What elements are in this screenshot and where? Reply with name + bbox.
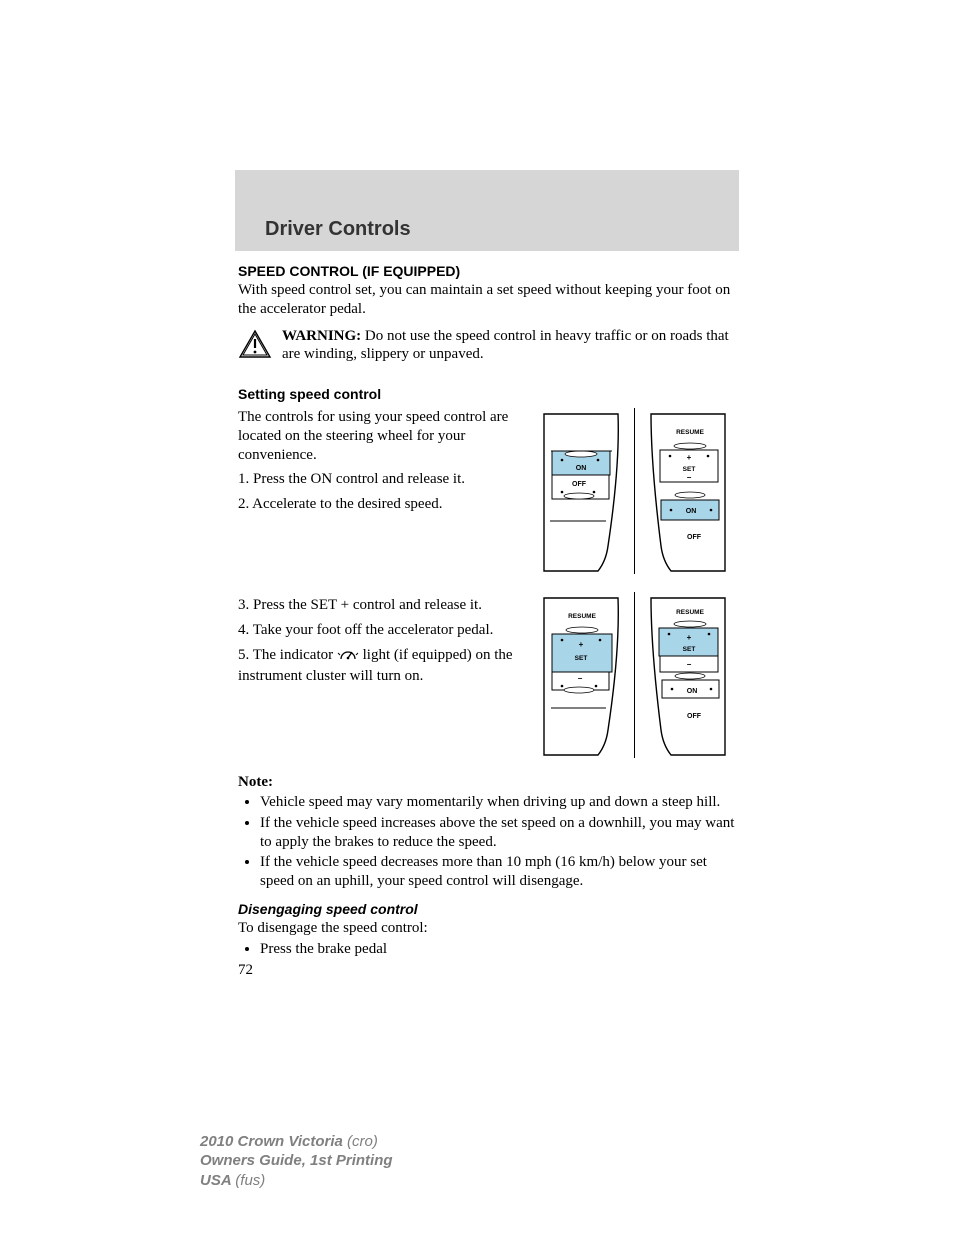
diagram-1: ON OFF RESUME + SET − [529,406,739,576]
step-5: 5. The indicator light (if equipped) on … [238,646,517,687]
notes-list: Vehicle speed may vary momentarily when … [238,793,739,891]
step-1: 1. Press the ON control and release it. [238,470,517,489]
cruise-indicator-icon [337,650,363,666]
disengage-item: Press the brake pedal [260,940,739,959]
warning-text: WARNING: Do not use the speed control in… [282,327,739,365]
svg-text:OFF: OFF [687,534,702,541]
warning-icon [238,329,272,364]
disengage-intro: To disengage the speed control: [238,919,739,938]
footer-guide: Owners Guide, 1st Printing [200,1152,393,1169]
header-band: Driver Controls [235,170,739,251]
row-steps-3-5: 3. Press the SET + control and release i… [238,590,739,760]
step-2: 2. Accelerate to the desired speed. [238,495,517,514]
diagram-2: RESUME + SET − RESUME [529,590,739,760]
svg-text:RESUME: RESUME [676,429,704,436]
note-item: Vehicle speed may vary momentarily when … [260,793,739,812]
subheading-setting: Setting speed control [238,386,739,402]
svg-text:−: − [577,674,582,683]
control-pad-right-1: RESUME + SET − ON OFF [641,406,733,576]
step-5-a: 5. The indicator [238,647,337,663]
svg-text:ON: ON [686,688,697,695]
page-title: Driver Controls [265,218,739,241]
svg-text:+: + [686,633,691,642]
svg-text:SET: SET [682,466,695,473]
svg-text:SET: SET [682,646,695,653]
svg-text:+: + [578,640,583,649]
svg-text:+: + [686,453,691,462]
note-item: If the vehicle speed increases above the… [260,814,739,852]
svg-text:RESUME: RESUME [568,613,596,620]
svg-text:OFF: OFF [572,481,587,488]
footer: 2010 Crown Victoria (cro) Owners Guide, … [200,1132,393,1191]
svg-text:OFF: OFF [687,713,702,720]
svg-text:ON: ON [685,508,696,515]
svg-text:−: − [686,473,691,482]
svg-text:SET: SET [574,655,587,662]
warning-block: WARNING: Do not use the speed control in… [238,327,739,365]
control-pad-right-2: RESUME + SET − ON OFF [641,590,733,760]
note-label: Note: [238,774,739,791]
setting-intro: The controls for using your speed contro… [238,408,517,464]
step-3: 3. Press the SET + control and release i… [238,596,517,615]
page-number: 72 [238,962,739,979]
footer-code2: (fus) [235,1172,265,1189]
section-heading-speed-control: SPEED CONTROL (IF EQUIPPED) [238,263,739,279]
intro-text: With speed control set, you can maintain… [238,281,739,319]
svg-text:ON: ON [575,465,586,472]
subheading-disengage: Disengaging speed control [238,901,739,917]
control-pad-left-1: ON OFF [536,406,628,576]
row-steps-1-2: The controls for using your speed contro… [238,406,739,576]
svg-text:RESUME: RESUME [676,609,704,616]
footer-model: 2010 Crown Victoria [200,1133,347,1150]
disengage-list: Press the brake pedal [238,940,739,959]
page-content: Driver Controls SPEED CONTROL (IF EQUIPP… [0,0,954,979]
warning-label: WARNING: [282,328,361,344]
control-pad-left-2: RESUME + SET − [536,590,628,760]
footer-code1: (cro) [347,1133,378,1150]
note-item: If the vehicle speed decreases more than… [260,853,739,891]
footer-region: USA [200,1172,235,1189]
svg-text:−: − [686,660,691,669]
step-4: 4. Take your foot off the accelerator pe… [238,621,517,640]
